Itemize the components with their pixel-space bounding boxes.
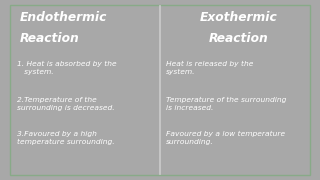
Text: 1. Heat is absorbed by the
   system.: 1. Heat is absorbed by the system. [17,61,117,75]
Text: Favoured by a low temperature
surrounding.: Favoured by a low temperature surroundin… [166,131,285,145]
Text: Reaction: Reaction [209,32,269,45]
Text: Heat is released by the
system.: Heat is released by the system. [166,61,253,75]
Text: 3.Favoured by a high
temperature surrounding.: 3.Favoured by a high temperature surroun… [17,131,115,145]
Text: Endothermic: Endothermic [20,11,108,24]
Text: Temperature of the surrounding
is increased.: Temperature of the surrounding is increa… [166,97,286,111]
Text: Exothermic: Exothermic [200,11,278,24]
Text: 2.Temperature of the
surrounding is decreased.: 2.Temperature of the surrounding is decr… [17,97,115,111]
Text: Reaction: Reaction [20,32,80,45]
